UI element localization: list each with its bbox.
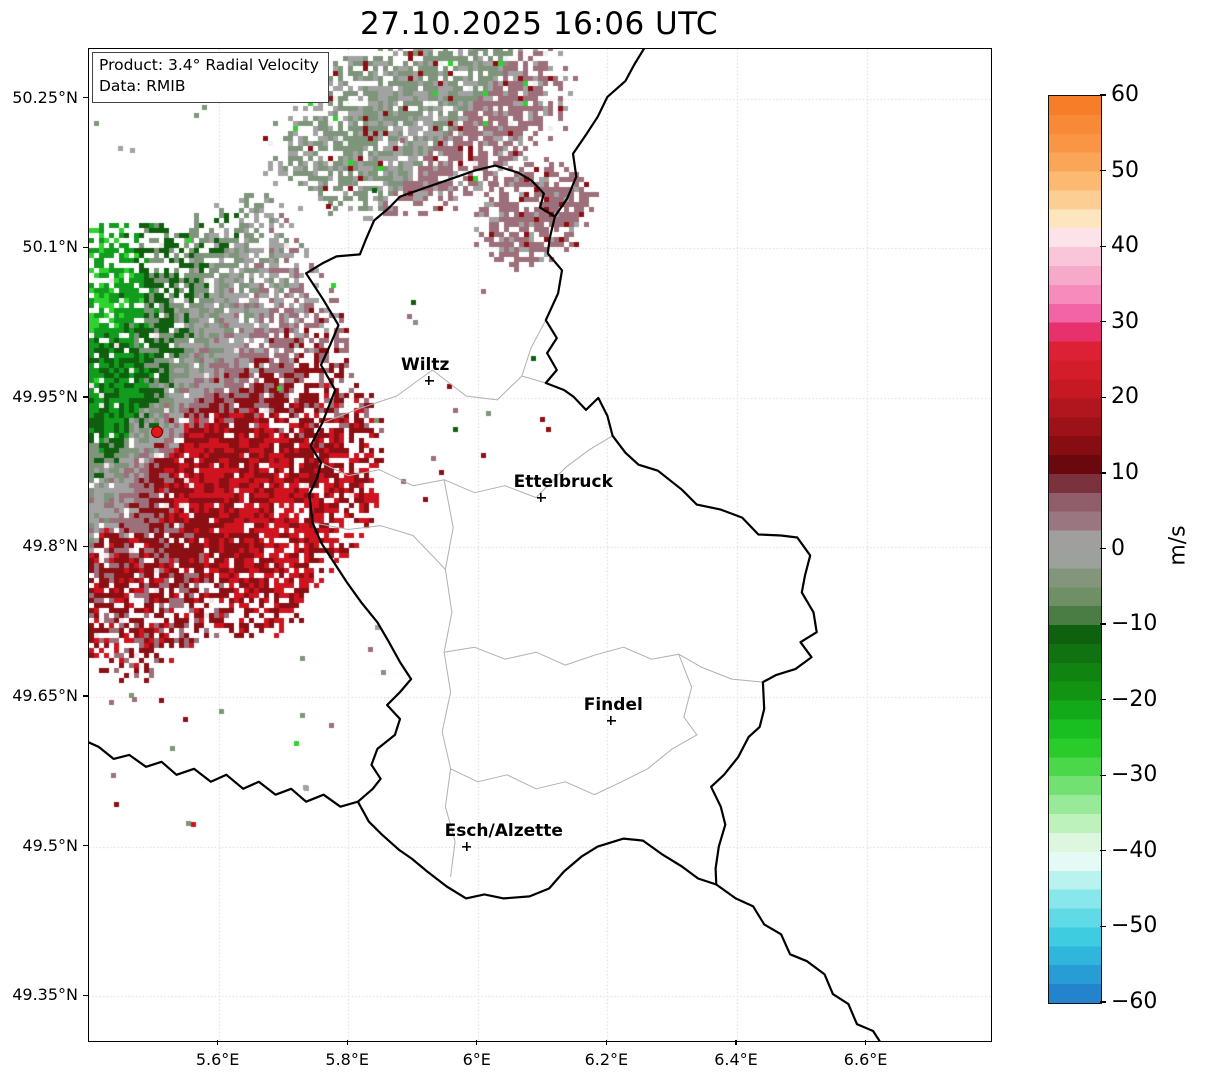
- colorbar-tick-mark: [1100, 774, 1106, 776]
- colorbar-tick-mark: [1100, 699, 1106, 701]
- y-tick-mark: [83, 396, 88, 398]
- national-border-line: [89, 741, 359, 808]
- radar-site-marker: [150, 425, 163, 438]
- canton-border-line: [320, 435, 614, 499]
- colorbar-tick-mark: [1100, 1001, 1106, 1003]
- y-tick-label: 50.25°N: [12, 87, 78, 107]
- x-tick-mark: [735, 1040, 737, 1045]
- y-tick-label: 49.95°N: [12, 386, 78, 406]
- map-plot-area: Product: 3.4° Radial Velocity Data: RMIB…: [88, 48, 992, 1042]
- y-tick-mark: [83, 246, 88, 248]
- y-tick-label: 49.8°N: [22, 536, 78, 556]
- data-source-label: Data: RMIB: [99, 77, 186, 96]
- colorbar-tick-label: 20: [1111, 384, 1139, 410]
- colorbar-tick-label: −50: [1111, 913, 1158, 939]
- y-tick-mark: [83, 994, 88, 996]
- y-tick-label: 49.65°N: [12, 686, 78, 706]
- x-tick-mark: [346, 1040, 348, 1045]
- x-tick-label: 6°E: [462, 1050, 491, 1069]
- canton-border-line: [312, 522, 446, 570]
- colorbar-tick-mark: [1100, 169, 1106, 172]
- city-marker-wiltz: [424, 376, 434, 386]
- colorbar-gradient: [1049, 96, 1101, 1003]
- colorbar-tick-label: −30: [1111, 762, 1158, 788]
- colorbar-tick-mark: [1100, 623, 1106, 625]
- colorbar-tick-label: 50: [1111, 157, 1139, 183]
- map-borders-layer: [89, 49, 881, 1041]
- colorbar-tick-mark: [1100, 396, 1106, 398]
- colorbar: [1048, 95, 1102, 1004]
- national-border-line: [715, 883, 881, 1041]
- colorbar-tick-mark: [1100, 245, 1106, 247]
- y-tick-label: 50.1°N: [22, 237, 78, 257]
- city-label-findel: Findel: [583, 694, 643, 715]
- y-tick-mark: [83, 844, 88, 847]
- canton-border-line: [521, 319, 547, 377]
- product-label: Product: 3.4° Radial Velocity: [99, 56, 319, 74]
- x-tick-label: 6.6°E: [843, 1050, 888, 1069]
- colorbar-tick-mark: [1100, 94, 1106, 96]
- colorbar-tick-label: −20: [1111, 686, 1158, 712]
- colorbar-tick-mark: [1100, 321, 1106, 323]
- city-marker-ettelbruck: [536, 493, 546, 503]
- national-border-line: [553, 49, 646, 218]
- colorbar-tick-mark: [1100, 850, 1106, 852]
- city-marker-esch-alzette: [462, 842, 472, 852]
- product-info-box: Product: 3.4° Radial Velocity Data: RMIB: [92, 52, 329, 103]
- y-tick-label: 49.5°N: [22, 835, 78, 855]
- colorbar-tick-label: 40: [1111, 233, 1139, 259]
- radar-velocity-layer: [89, 49, 991, 1041]
- colorbar-tick-mark: [1100, 472, 1106, 474]
- colorbar-unit-label: m/s: [1165, 525, 1191, 566]
- figure-title: 27.10.2025 16:06 UTC: [360, 6, 718, 42]
- colorbar-tick-label: −10: [1111, 611, 1158, 637]
- x-tick-mark: [216, 1040, 219, 1045]
- x-tick-label: 5.8°E: [325, 1050, 369, 1069]
- colorbar-tick-label: 30: [1111, 308, 1139, 334]
- luxembourg-border: [305, 164, 818, 900]
- colorbar-tick-label: 60: [1111, 82, 1139, 107]
- y-tick-label: 49.35°N: [12, 985, 78, 1005]
- canton-border-line: [450, 734, 698, 796]
- colorbar-tick-mark: [1100, 547, 1106, 550]
- colorbar-tick-mark: [1100, 925, 1106, 927]
- canton-border-line: [321, 369, 547, 424]
- city-marker-findel: [606, 716, 616, 726]
- x-tick-label: 6.2°E: [584, 1050, 629, 1069]
- x-tick-mark: [864, 1040, 867, 1045]
- city-label-wiltz: Wiltz: [400, 354, 450, 375]
- canton-border-line: [678, 653, 698, 736]
- y-tick-mark: [83, 97, 88, 99]
- x-tick-mark: [476, 1040, 478, 1045]
- canton-border-line: [443, 646, 764, 683]
- y-tick-mark: [83, 545, 88, 548]
- colorbar-tick-label: 10: [1111, 459, 1139, 485]
- y-tick-mark: [83, 695, 88, 697]
- colorbar-tick-label: −40: [1111, 837, 1158, 863]
- x-tick-mark: [605, 1040, 607, 1045]
- colorbar-tick-label: −60: [1111, 989, 1158, 1014]
- x-tick-label: 5.6°E: [195, 1050, 240, 1069]
- city-label-esch-alzette: Esch/Alzette: [444, 820, 563, 841]
- colorbar-tick-label: 0: [1111, 535, 1125, 561]
- city-label-ettelbruck: Ettelbruck: [513, 471, 613, 492]
- canton-border-line: [441, 479, 456, 877]
- x-tick-label: 6.4°E: [714, 1050, 758, 1069]
